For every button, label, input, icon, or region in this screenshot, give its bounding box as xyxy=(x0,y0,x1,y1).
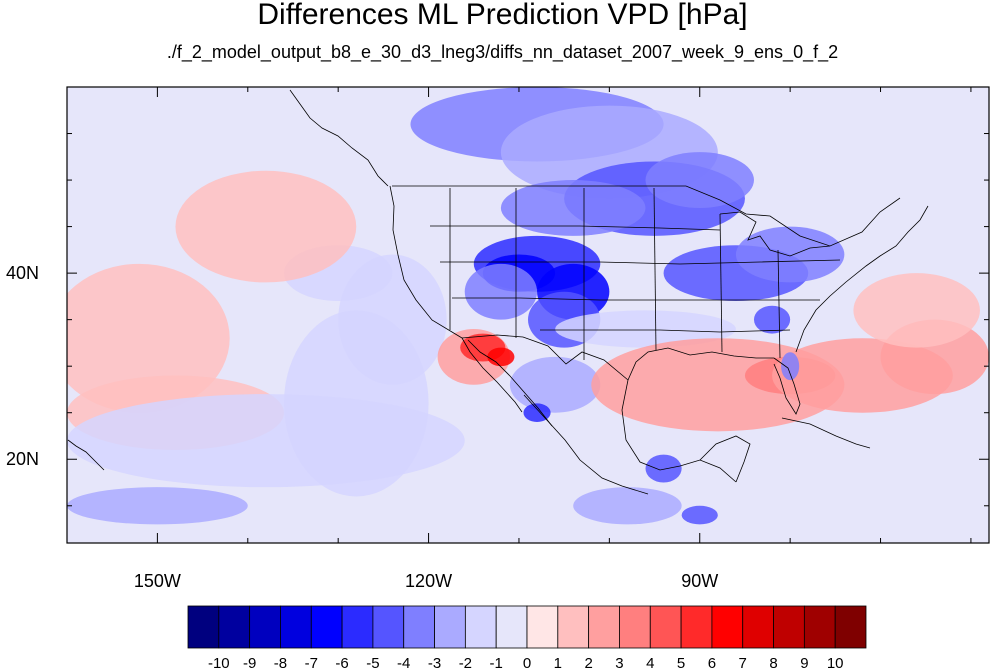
lat-tick-label: 20N xyxy=(6,449,39,469)
field-region xyxy=(753,305,791,334)
colorbar-swatch xyxy=(619,605,651,649)
colorbar-swatch xyxy=(310,605,343,649)
coastlines-and-borders xyxy=(67,89,929,495)
plot-subtitle: ./f_2_model_output_b8_e_30_d3_lneg3/diff… xyxy=(166,42,839,62)
colorbar-swatch xyxy=(834,605,867,649)
states-row-1 xyxy=(430,225,721,231)
field-region xyxy=(781,352,800,381)
colorbar: -10 -9 -8 -7 -6 -5 -4 -3 -2 -1 0 1 2 3 4 5 6 7 8 9 10 xyxy=(187,605,867,672)
colorbar-label: 1 xyxy=(554,655,562,672)
canada-border xyxy=(392,185,901,247)
lat-tick-label: 40N xyxy=(6,263,39,283)
mexico-gulf-coast xyxy=(621,379,737,483)
colorbar-swatch xyxy=(403,605,435,649)
states-col-5 xyxy=(719,213,723,353)
states-row-2 xyxy=(440,259,841,265)
colorbar-swatch xyxy=(742,605,774,649)
colorbar-label: -5 xyxy=(366,655,379,672)
gulf-of-california xyxy=(467,339,553,427)
lon-tick-label: 90W xyxy=(681,571,718,591)
colorbar-label: -2 xyxy=(459,655,472,672)
colorbar-label: 7 xyxy=(739,655,747,672)
field-region xyxy=(555,310,736,348)
colorbar-label: -4 xyxy=(397,655,410,672)
colorbar-label: 8 xyxy=(769,655,777,672)
colorbar-swatch xyxy=(495,605,528,649)
us-mexico-border xyxy=(461,334,629,381)
vpd-difference-field xyxy=(67,87,989,525)
field-region xyxy=(67,263,230,413)
colorbar-label: 3 xyxy=(615,655,623,672)
field-region xyxy=(464,263,538,320)
us-west-coast xyxy=(389,185,463,339)
states-col-6 xyxy=(777,249,781,359)
colorbar-label: -6 xyxy=(335,655,348,672)
plot-title: Differences ML Prediction VPD [hPa] xyxy=(257,0,748,31)
colorbar-swatch xyxy=(464,605,497,649)
mexico-west-coast xyxy=(523,394,649,495)
colorbar-swatch xyxy=(588,605,620,649)
field-region xyxy=(645,454,682,483)
colorbar-swatch xyxy=(187,605,220,649)
colorbar-label: 9 xyxy=(800,655,808,672)
us-east-coast xyxy=(795,205,929,353)
lon-tick-label: 120W xyxy=(405,571,452,591)
colorbar-swatch xyxy=(680,605,713,649)
field-region xyxy=(853,273,980,348)
alaska-coast xyxy=(289,89,389,187)
field-region xyxy=(175,170,357,283)
colorbar-swatch xyxy=(341,605,374,649)
colorbar-label: -7 xyxy=(305,655,318,672)
states-col-4 xyxy=(653,187,657,351)
field-region xyxy=(487,347,515,367)
states-row-3 xyxy=(452,297,820,301)
colorbar-swatch xyxy=(773,605,805,649)
hawaii xyxy=(67,439,105,471)
field-region xyxy=(523,403,551,423)
colorbar-label: 2 xyxy=(584,655,592,672)
field-region xyxy=(681,505,718,525)
gulf-coast xyxy=(627,347,774,381)
colorbar-label: 10 xyxy=(827,655,844,672)
colorbar-label: -1 xyxy=(490,655,503,672)
states-row-4 xyxy=(540,329,791,333)
colorbar-swatch xyxy=(803,605,836,649)
field-region xyxy=(645,152,754,208)
yucatan xyxy=(699,435,751,483)
field-region xyxy=(67,487,248,525)
colorbar-swatch xyxy=(557,605,590,649)
colorbar-swatch xyxy=(218,605,251,649)
florida xyxy=(773,357,801,415)
colorbar-swatch xyxy=(249,605,281,649)
colorbar-swatch xyxy=(434,605,466,649)
colorbar-swatch xyxy=(372,605,405,649)
colorbar-label: -3 xyxy=(428,655,441,672)
great-lakes xyxy=(719,211,831,257)
colorbar-label: -8 xyxy=(274,655,287,672)
colorbar-label: 0 xyxy=(523,655,531,672)
map-ticks: 150W 120W 90W 40N 20N xyxy=(6,87,989,591)
colorbar-label: -10 xyxy=(208,655,230,672)
field-region xyxy=(735,226,845,283)
cuba xyxy=(781,417,871,449)
colorbar-swatch xyxy=(526,605,559,649)
map-frame xyxy=(66,86,990,544)
colorbar-label: -9 xyxy=(243,655,256,672)
lon-tick-label: 150W xyxy=(134,571,181,591)
colorbar-swatch xyxy=(649,605,682,649)
field-region xyxy=(500,180,646,236)
baja-california xyxy=(461,337,523,413)
colorbar-swatch xyxy=(711,605,744,649)
colorbar-label: 5 xyxy=(677,655,685,672)
field-region xyxy=(573,487,682,525)
colorbar-swatch xyxy=(280,605,312,649)
field-region xyxy=(509,356,601,413)
colorbar-label: 6 xyxy=(708,655,716,672)
colorbar-label: 4 xyxy=(646,655,654,672)
